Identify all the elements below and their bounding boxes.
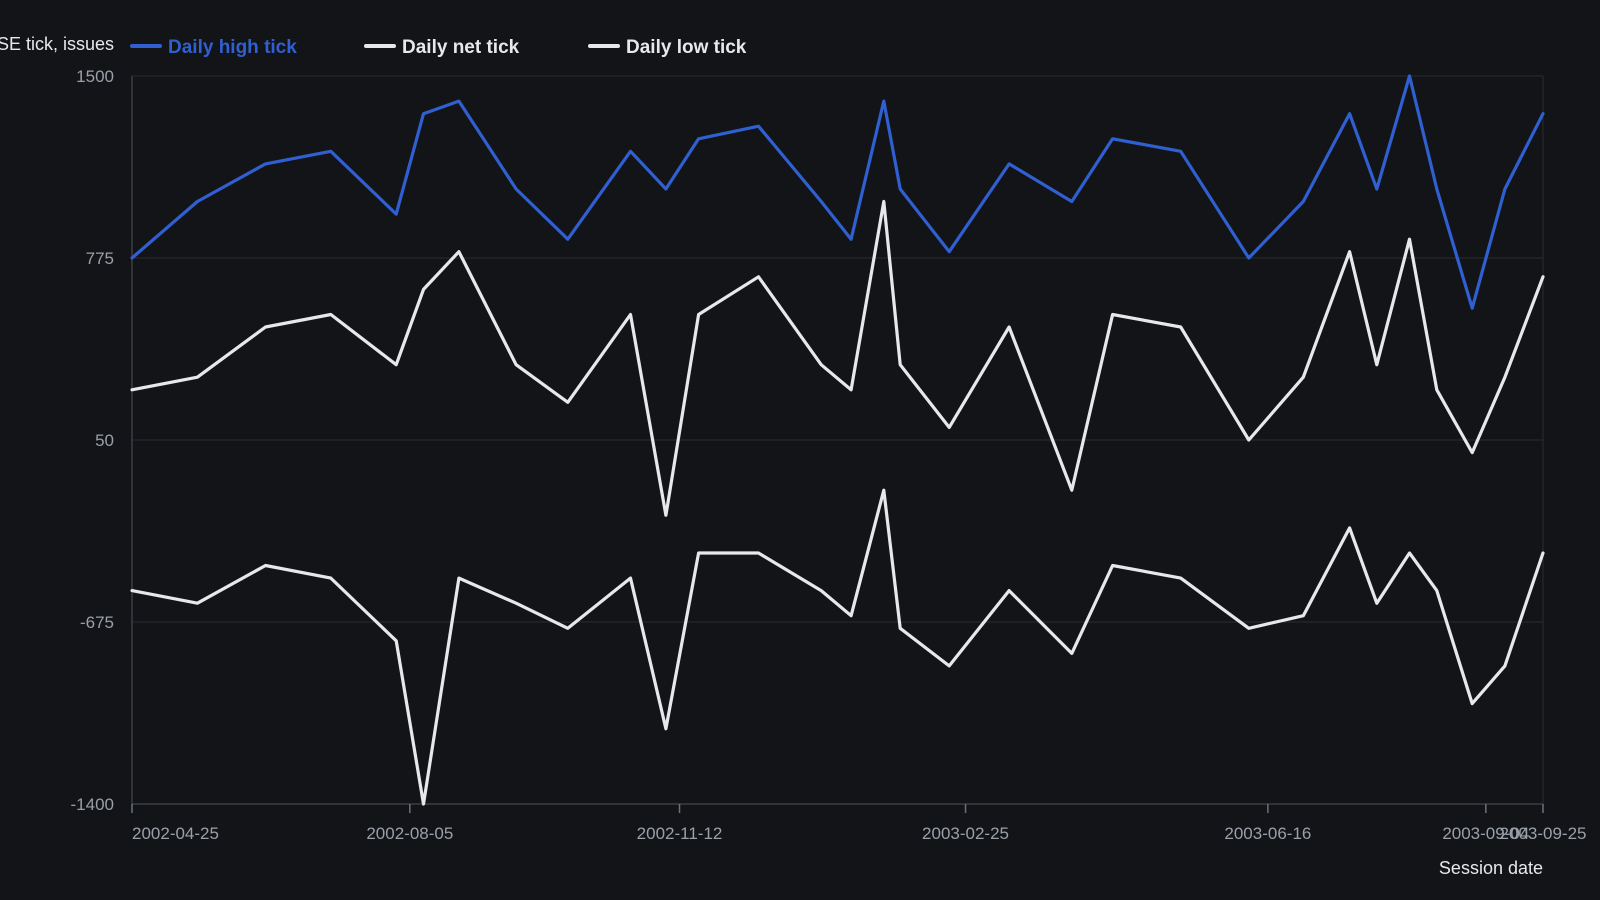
x-axis-title: Session date bbox=[1439, 858, 1543, 878]
legend-item[interactable]: Daily net tick bbox=[364, 37, 520, 58]
x-tick-label: 2003-09-04 bbox=[1442, 824, 1529, 843]
axes bbox=[131, 76, 1543, 805]
series-line-daily-low-tick bbox=[130, 488, 1545, 806]
legend: Daily high tick Daily net tick Daily low t… bbox=[130, 37, 747, 58]
x-tick-label: 2003-09-25 bbox=[1500, 824, 1587, 843]
y-tick-label: 775 bbox=[86, 249, 114, 268]
x-axis-ticks: 2002-04-25 2002-08-05 2002-11-12 2003-02-25… bbox=[131, 804, 1587, 843]
series-line-daily-high-tick bbox=[130, 74, 1545, 310]
y-tick-label: -1400 bbox=[71, 795, 114, 814]
x-tick-label: 2003-06-16 bbox=[1224, 824, 1311, 843]
legend-label: Daily high tick bbox=[168, 37, 297, 58]
y-tick-label: 1500 bbox=[76, 67, 114, 86]
y-tick-label: -675 bbox=[80, 613, 114, 632]
y-axis-ticks: 1500 775 50 -675 -1400 bbox=[71, 67, 114, 814]
y-tick-label: 50 bbox=[95, 431, 114, 450]
legend-label: Daily low tick bbox=[626, 37, 747, 58]
series-line-daily-net-tick bbox=[130, 199, 1545, 517]
x-tick-label: 2002-04-25 bbox=[132, 824, 219, 843]
y-axis-title: SE tick, issues bbox=[0, 34, 114, 54]
series-lines bbox=[130, 74, 1545, 806]
legend-label: Daily net tick bbox=[402, 37, 520, 58]
x-tick-label: 2002-08-05 bbox=[366, 824, 453, 843]
x-tick-label: 2002-11-12 bbox=[637, 824, 723, 843]
legend-item[interactable]: Daily high tick bbox=[130, 37, 297, 58]
x-tick-label: 2003-02-25 bbox=[922, 824, 1009, 843]
legend-item[interactable]: Daily low tick bbox=[588, 37, 747, 58]
grid bbox=[132, 75, 1544, 805]
